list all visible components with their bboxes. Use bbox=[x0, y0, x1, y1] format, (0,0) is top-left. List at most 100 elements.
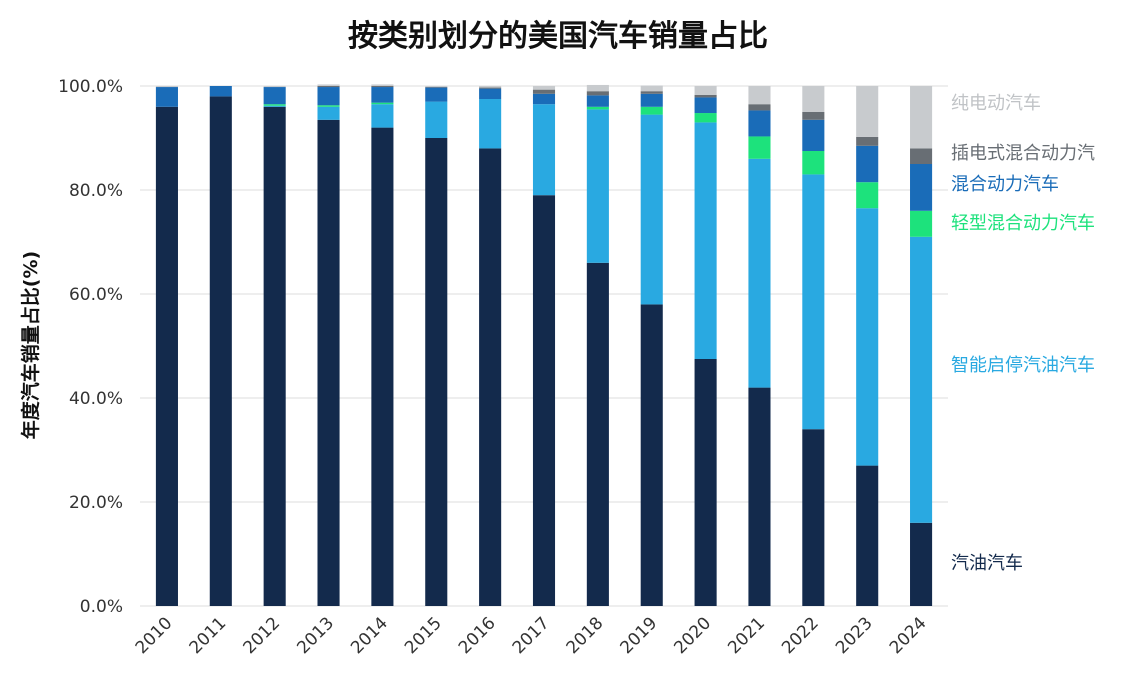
bar-segment-gasoline-2021 bbox=[748, 387, 771, 606]
bar-segment-phev-2022 bbox=[802, 112, 825, 120]
bar-segment-start_stop-2013 bbox=[317, 106, 340, 120]
x-axis-ticks: 2010 2011 2012 2013 2014 2015 2016 2017 2018 2019… bbox=[132, 613, 931, 658]
bar-segment-bev-2017 bbox=[532, 86, 556, 90]
x-tick-label: 2013 bbox=[293, 613, 338, 658]
bar-segment-gasoline-2020 bbox=[694, 359, 717, 606]
bar-segment-bev-2010 bbox=[155, 86, 178, 88]
bar-segment-hybrid-2021 bbox=[748, 110, 771, 137]
bar-segment-start_stop-2023 bbox=[856, 208, 879, 466]
bar-segment-hybrid-2016 bbox=[479, 88, 502, 99]
x-tick-label: 2012 bbox=[239, 613, 284, 658]
bar-segment-gasoline-2018 bbox=[586, 262, 609, 606]
bar-segment-hybrid-2015 bbox=[425, 87, 448, 102]
x-tick-label: 2017 bbox=[509, 613, 554, 658]
bar-segment-gasoline-2017 bbox=[532, 195, 556, 606]
bar-segment-gasoline-2012 bbox=[263, 106, 286, 607]
bar-segment-gasoline-2024 bbox=[910, 522, 933, 606]
y-axis-label: 年度汽车销量占比(%) bbox=[19, 251, 42, 439]
bar-segment-phev-2018 bbox=[586, 91, 609, 96]
x-tick-label: 2014 bbox=[347, 613, 392, 658]
x-tick-label: 2015 bbox=[401, 613, 446, 658]
bar-segment-start_stop-2015 bbox=[425, 101, 448, 138]
bar-segment-start_stop-2017 bbox=[532, 104, 556, 196]
x-tick-label: 2018 bbox=[563, 613, 608, 658]
y-tick-label: 60.0% bbox=[69, 285, 123, 305]
bar-segment-mild_hybrid-2021 bbox=[748, 136, 771, 159]
bar-segment-start_stop-2012 bbox=[263, 105, 286, 107]
y-axis-ticks: 0.0% 20.0% 40.0% 60.0% 80.0% 100.0% bbox=[58, 77, 123, 617]
bar-segment-gasoline-2022 bbox=[802, 429, 825, 606]
legend-label-mild_hybrid: 轻型混合动力汽车 bbox=[951, 213, 1095, 234]
bar-segment-bev-2022 bbox=[802, 86, 825, 112]
bar-segment-mild_hybrid-2014 bbox=[371, 102, 394, 105]
x-tick-label: 2022 bbox=[778, 613, 823, 658]
y-tick-label: 100.0% bbox=[58, 77, 123, 97]
bar-segment-phev-2014 bbox=[371, 86, 394, 88]
bar-segment-phev-2021 bbox=[748, 104, 771, 111]
bar-segment-gasoline-2011 bbox=[209, 96, 232, 607]
bar-segment-mild_hybrid-2023 bbox=[856, 182, 879, 209]
bar-segment-start_stop-2016 bbox=[479, 99, 502, 149]
bar-segment-hybrid-2010 bbox=[155, 87, 178, 107]
bar-segment-phev-2019 bbox=[640, 91, 663, 94]
bar-segment-hybrid-2023 bbox=[856, 145, 879, 183]
bar-segment-hybrid-2014 bbox=[371, 87, 394, 103]
bar-segment-hybrid-2012 bbox=[263, 87, 286, 105]
bar-segment-phev-2024 bbox=[910, 148, 933, 164]
y-tick-label: 80.0% bbox=[69, 181, 123, 201]
legend-label-start_stop: 智能启停汽油汽车 bbox=[951, 355, 1095, 376]
chart-title: 按类别划分的美国汽车销量占比 bbox=[348, 19, 768, 54]
bar-segment-gasoline-2023 bbox=[856, 465, 879, 606]
bar-segment-gasoline-2014 bbox=[371, 127, 394, 606]
x-tick-label: 2020 bbox=[670, 613, 715, 658]
bar-segment-bev-2018 bbox=[586, 84, 609, 92]
bar-segment-hybrid-2011 bbox=[209, 86, 232, 97]
x-tick-label: 2024 bbox=[886, 613, 931, 658]
bar-segment-start_stop-2022 bbox=[802, 174, 825, 430]
bar-segment-bev-2014 bbox=[371, 84, 394, 86]
bar-segment-bev-2019 bbox=[640, 85, 663, 92]
legend-label-bev: 纯电动汽车 bbox=[951, 93, 1041, 114]
legend-label-hybrid: 混合动力汽车 bbox=[951, 174, 1059, 195]
bar-segment-gasoline-2013 bbox=[317, 119, 340, 607]
bar-segment-hybrid-2018 bbox=[586, 95, 609, 107]
bar-segment-bev-2023 bbox=[856, 86, 879, 137]
bar-segment-phev-2013 bbox=[317, 86, 340, 88]
bar-segment-mild_hybrid-2018 bbox=[586, 106, 609, 110]
bar-segment-hybrid-2013 bbox=[317, 87, 340, 106]
bar-segment-hybrid-2024 bbox=[910, 164, 933, 211]
y-tick-label: 40.0% bbox=[69, 389, 123, 409]
bar-segment-gasoline-2019 bbox=[640, 304, 663, 606]
bar-segment-hybrid-2017 bbox=[532, 93, 556, 105]
bar-segment-hybrid-2022 bbox=[802, 119, 825, 151]
bar-segment-phev-2023 bbox=[856, 136, 879, 146]
bar-segment-mild_hybrid-2013 bbox=[317, 105, 340, 107]
bar-segment-start_stop-2014 bbox=[371, 104, 394, 128]
x-tick-label: 2021 bbox=[724, 613, 769, 658]
bar-segment-start_stop-2019 bbox=[640, 114, 663, 305]
bar-segment-mild_hybrid-2019 bbox=[640, 106, 663, 115]
y-tick-label: 0.0% bbox=[80, 597, 123, 617]
bar-segment-bev-2021 bbox=[748, 86, 771, 105]
bar-segment-mild_hybrid-2020 bbox=[694, 113, 717, 123]
bar-segment-bev-2020 bbox=[694, 86, 717, 95]
bar-segment-start_stop-2020 bbox=[694, 122, 717, 360]
legend-label-phev: 插电式混合动力汽 bbox=[951, 143, 1095, 164]
x-tick-label: 2011 bbox=[186, 613, 231, 658]
bar-segment-gasoline-2016 bbox=[479, 148, 502, 606]
bar-segment-hybrid-2019 bbox=[640, 93, 663, 107]
bar-segment-phev-2017 bbox=[532, 89, 556, 94]
x-tick-label: 2019 bbox=[617, 613, 662, 658]
x-tick-label: 2023 bbox=[832, 613, 877, 658]
bar-segment-bev-2024 bbox=[910, 86, 933, 149]
bar-segment-mild_hybrid-2024 bbox=[910, 210, 933, 237]
bar-segment-gasoline-2010 bbox=[155, 106, 178, 607]
bar-segment-hybrid-2020 bbox=[694, 97, 717, 114]
bar-segment-bev-2013 bbox=[317, 84, 340, 86]
x-tick-label: 2010 bbox=[132, 613, 177, 658]
bar-segment-phev-2015 bbox=[425, 87, 448, 88]
bar-segment-phev-2016 bbox=[479, 87, 502, 89]
legend-label-gasoline: 汽油汽车 bbox=[951, 553, 1023, 574]
